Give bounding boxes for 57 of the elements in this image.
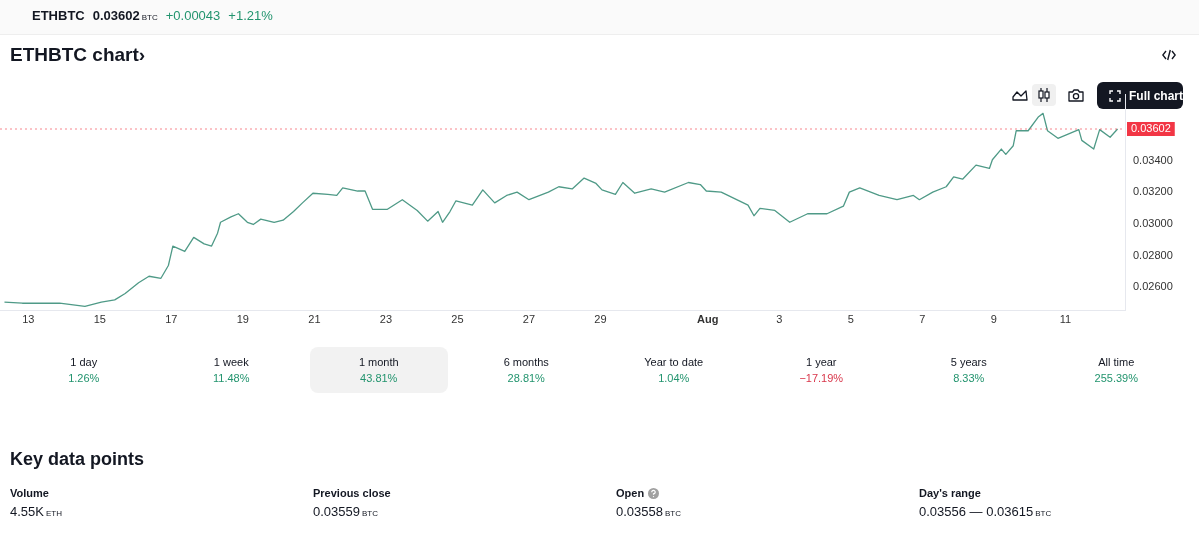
text: ETH	[45, 509, 62, 518]
text: Full chart	[1129, 88, 1184, 103]
x-tick-label: 27	[522, 313, 536, 326]
text: BTC	[362, 509, 378, 518]
text: 43.81%	[359, 372, 399, 384]
text: Key data points	[10, 449, 145, 470]
text: +1.21%	[228, 8, 273, 23]
text: 1.04%	[657, 372, 691, 384]
text: Year to date	[643, 356, 705, 368]
text: 1.26%	[67, 372, 101, 384]
text: ETHBTC	[32, 8, 85, 23]
x-tick-label: 21	[308, 313, 321, 326]
text: BTC	[665, 509, 681, 518]
y-tick-label: 0.02800	[1133, 248, 1173, 261]
text: 5 years	[949, 356, 988, 368]
y-tick-label: 0.03200	[1133, 185, 1173, 198]
text: 11.48%	[212, 372, 251, 384]
text: BTC	[1035, 509, 1052, 518]
x-tick-label: 7	[919, 313, 926, 326]
text: 1 month	[357, 356, 400, 368]
y-tick-label: 0.02600	[1133, 280, 1173, 293]
x-tick-label: 9	[990, 313, 997, 326]
ref-line-label: 0.03602	[1131, 122, 1171, 135]
text: −17.19%	[798, 372, 845, 384]
text: 1 day	[69, 356, 99, 368]
x-tick-label: 29	[594, 313, 607, 326]
text: 0.03558	[616, 504, 663, 519]
y-tick-label: 0.03000	[1133, 217, 1173, 230]
text: All time	[1097, 356, 1136, 368]
text: 0.03559	[313, 504, 360, 519]
x-tick-label: 15	[93, 313, 106, 326]
text: 1 year	[804, 356, 838, 368]
text: Previous close	[313, 487, 391, 499]
text: BTC	[141, 13, 158, 22]
text: 0.03602	[92, 8, 140, 23]
text: 8.33%	[952, 372, 986, 384]
text: 255.39%	[1093, 372, 1139, 384]
text: 1 week	[212, 356, 250, 368]
text: 28.81%	[506, 372, 546, 384]
chart-title: ETHBTC chart›	[10, 44, 146, 66]
text: 4.55K	[10, 504, 44, 519]
x-tick-label: 25	[451, 313, 464, 326]
x-tick-label: 3	[776, 313, 783, 326]
text: 6 months	[502, 356, 550, 368]
y-tick-label: 0.03400	[1133, 153, 1173, 166]
text: +0.00043	[165, 8, 221, 23]
text: Volume	[10, 487, 49, 499]
x-tick-label: 17	[165, 313, 178, 326]
x-tick-label: 11	[1059, 313, 1072, 326]
x-tick-label: Aug	[697, 313, 719, 326]
x-tick-label: 13	[22, 313, 35, 326]
x-tick-label: 5	[847, 313, 854, 326]
text: Open	[616, 487, 645, 499]
text: 0.03556 — 0.03615	[919, 504, 1034, 519]
x-tick-label: 23	[379, 313, 393, 326]
x-tick-label: 19	[236, 313, 250, 326]
text: Day's range	[919, 487, 981, 499]
